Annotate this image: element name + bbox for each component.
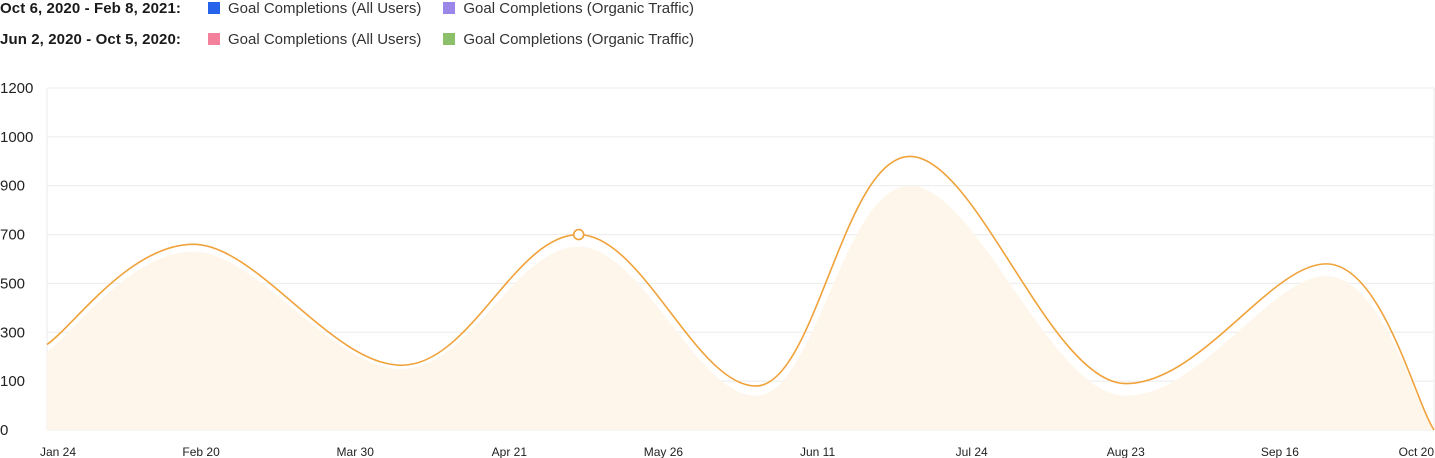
y-tick-label: 1000	[0, 129, 33, 146]
x-tick-label: Apr 21	[492, 445, 528, 458]
legend-swatch-all-users-previous	[208, 33, 220, 45]
legend-label-all-users-current: Goal Completions (All Users)	[228, 0, 422, 17]
x-tick-label: Jun 11	[800, 445, 835, 458]
y-tick-label: 0	[0, 422, 8, 439]
x-tick-label: Aug 23	[1107, 445, 1145, 458]
chart-legend: Oct 6, 2020 - Feb 8, 2021: Goal Completi…	[0, 0, 1435, 60]
y-tick-label: 300	[0, 324, 25, 341]
x-tick-label: Jul 24	[956, 445, 988, 458]
legend-swatch-all-users-current	[208, 2, 220, 14]
y-tick-label: 900	[0, 178, 25, 195]
legend-period-current: Oct 6, 2020 - Feb 8, 2021:	[0, 0, 182, 17]
x-tick-label: May 26	[644, 445, 684, 458]
area-previous-period	[47, 185, 1434, 430]
y-tick-label: 700	[0, 227, 25, 244]
legend-item-all-users-current[interactable]: Goal Completions (All Users)	[208, 0, 421, 17]
x-tick-label: Feb 20	[182, 445, 220, 458]
legend-label-organic-current: Goal Completions (Organic Traffic)	[463, 0, 695, 17]
legend-row-current: Oct 6, 2020 - Feb 8, 2021: Goal Completi…	[0, 0, 716, 18]
legend-swatch-organic-previous	[443, 33, 456, 45]
legend-item-all-users-previous[interactable]: Goal Completions (All Users)	[208, 31, 421, 48]
goal-completions-chart: 0 100 300 500 700 900 1000 1200 Jan 24 Feb 20 Mar …	[0, 80, 1435, 458]
legend-swatch-organic-current	[443, 2, 456, 14]
legend-label-organic-previous: Goal Completions (Organic Traffic)	[463, 30, 695, 48]
legend-label-all-users-previous: Goal Completions (All Users)	[228, 30, 422, 48]
legend-item-organic-current[interactable]: Goal Completions (Organic Traffic)	[443, 0, 694, 17]
legend-item-organic-previous[interactable]: Goal Completions (Organic Traffic)	[443, 31, 694, 48]
x-tick-label: Jan 24	[40, 445, 76, 458]
y-tick-label: 100	[0, 373, 25, 390]
y-tick-label: 500	[0, 275, 25, 292]
highlighted-data-point	[572, 228, 585, 241]
line-current-period	[46, 155, 1435, 431]
x-tick-label: Sep 16	[1261, 445, 1299, 458]
y-tick-label: 1200	[0, 80, 33, 97]
x-tick-label: Oct 20	[1399, 445, 1435, 458]
x-tick-label: Mar 30	[337, 445, 375, 458]
legend-row-previous: Jun 2, 2020 - Oct 5, 2020: Goal Completi…	[0, 29, 716, 49]
legend-period-previous: Jun 2, 2020 - Oct 5, 2020:	[0, 30, 182, 48]
